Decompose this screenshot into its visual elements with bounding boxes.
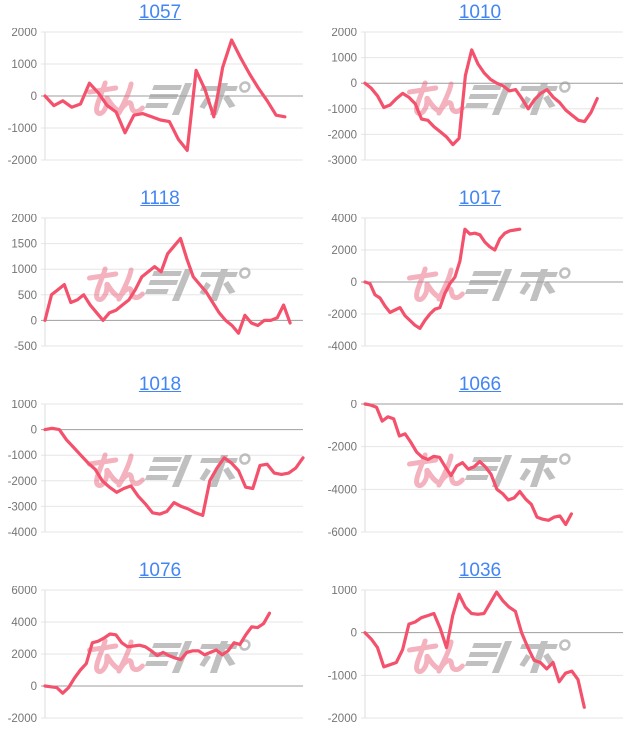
svg-text:-2000: -2000	[8, 713, 37, 725]
chart-title-row: 1017	[320, 186, 640, 214]
machine-number-link[interactable]: 1017	[458, 188, 502, 209]
svg-text:2000: 2000	[331, 245, 357, 257]
payout-line-layer	[363, 48, 599, 147]
chart-plot-area: 1000 0 -1000 -2000	[320, 586, 640, 744]
svg-text:500: 500	[18, 290, 37, 302]
machine-chart-cell: 1017 4000 2000 0 -2000 -4000	[320, 186, 640, 372]
machine-number-link[interactable]: 1036	[458, 560, 502, 581]
chart-title-row: 1057	[0, 0, 320, 28]
svg-text:4000: 4000	[331, 214, 357, 225]
machine-number-link[interactable]: 1118	[140, 188, 180, 209]
svg-text:0: 0	[351, 78, 357, 90]
machine-chart-cell: 1018 1000 0 -1000 -2000 -3000 -4000	[0, 372, 320, 558]
svg-text:-3000: -3000	[328, 155, 357, 167]
machine-chart-cell: 1118 2000 1500 1000 500 0 -500	[0, 186, 320, 372]
payout-line-layer	[43, 426, 305, 518]
svg-text:-2000: -2000	[328, 309, 357, 321]
svg-text:2000: 2000	[11, 214, 37, 225]
svg-text:0: 0	[351, 400, 357, 411]
svg-text:-4000: -4000	[328, 484, 357, 496]
svg-text:-4000: -4000	[328, 341, 357, 353]
svg-text:1500: 1500	[11, 239, 37, 251]
chart-title-row: 1036	[320, 558, 640, 586]
chart-plot-area: 2000 1000 0 -1000 -2000	[0, 28, 320, 186]
svg-text:-2000: -2000	[328, 713, 357, 725]
svg-text:0: 0	[351, 277, 357, 289]
svg-text:-3000: -3000	[8, 501, 37, 513]
svg-text:1000: 1000	[11, 59, 37, 71]
chart-plot-area: 0 -2000 -4000 -6000	[320, 400, 640, 558]
svg-text:0: 0	[31, 315, 37, 327]
payout-line-layer	[363, 227, 522, 331]
chart-plot-area: 2000 1000 0 -1000 -2000 -3000	[320, 28, 640, 186]
svg-text:-4000: -4000	[8, 527, 37, 539]
machine-number-link[interactable]: 1018	[138, 374, 182, 395]
machine-number-link[interactable]: 1057	[138, 2, 182, 23]
machine-chart-cell: 1076 6000 4000 2000 0 -2000	[0, 558, 320, 744]
svg-text:0: 0	[31, 681, 37, 693]
svg-text:2000: 2000	[11, 28, 37, 39]
svg-text:-2000: -2000	[8, 155, 37, 167]
svg-text:0: 0	[31, 91, 37, 103]
payout-line-layer	[363, 590, 586, 709]
svg-text:4000: 4000	[11, 617, 37, 629]
machine-chart-cell: 1066 0 -2000 -4000 -6000	[320, 372, 640, 558]
machine-chart-cell: 1010 2000 1000 0 -1000 -2000 -3000	[320, 0, 640, 186]
svg-text:-1000: -1000	[328, 104, 357, 116]
svg-text:2000: 2000	[331, 28, 357, 39]
payout-line-layer	[43, 611, 272, 695]
chart-title-row: 1076	[0, 558, 320, 586]
machine-number-link[interactable]: 1010	[458, 2, 502, 23]
chart-axes-layer: 1000 0 -1000 -2000	[328, 586, 623, 725]
svg-text:-2000: -2000	[328, 129, 357, 141]
svg-text:2000: 2000	[11, 649, 37, 661]
chart-plot-area: 2000 1500 1000 500 0 -500	[0, 214, 320, 372]
svg-text:1000: 1000	[11, 400, 37, 411]
chart-title-row: 1066	[320, 372, 640, 400]
svg-text:-2000: -2000	[328, 442, 357, 454]
svg-text:-1000: -1000	[8, 123, 37, 135]
machine-number-link[interactable]: 1076	[138, 560, 182, 581]
svg-text:0: 0	[351, 628, 357, 640]
svg-text:-6000: -6000	[328, 527, 357, 539]
svg-text:6000: 6000	[11, 586, 37, 597]
machine-chart-cell: 1057 2000 1000 0 -1000 -2000	[0, 0, 320, 186]
chart-title-row: 1118	[0, 186, 320, 214]
chart-plot-area: 1000 0 -1000 -2000 -3000 -4000	[0, 400, 320, 558]
chart-plot-area: 4000 2000 0 -2000 -4000	[320, 214, 640, 372]
machine-chart-cell: 1036 1000 0 -1000 -2000	[320, 558, 640, 744]
chart-title-row: 1018	[0, 372, 320, 400]
svg-text:0: 0	[31, 425, 37, 437]
machine-number-link[interactable]: 1066	[458, 374, 502, 395]
svg-text:1000: 1000	[11, 264, 37, 276]
svg-text:1000: 1000	[331, 586, 357, 597]
chart-axes-layer: 0 -2000 -4000 -6000	[328, 400, 623, 539]
chart-axes-layer: 6000 4000 2000 0 -2000	[8, 586, 303, 725]
chart-title-row: 1010	[320, 0, 640, 28]
svg-text:-1000: -1000	[8, 450, 37, 462]
svg-text:-2000: -2000	[8, 476, 37, 488]
payout-line-layer	[363, 402, 573, 527]
chart-plot-area: 6000 4000 2000 0 -2000	[0, 586, 320, 744]
payout-line-layer	[43, 236, 292, 335]
svg-text:1000: 1000	[331, 53, 357, 65]
svg-text:-500: -500	[14, 341, 37, 353]
svg-text:-1000: -1000	[328, 670, 357, 682]
payout-line-layer	[43, 38, 287, 153]
